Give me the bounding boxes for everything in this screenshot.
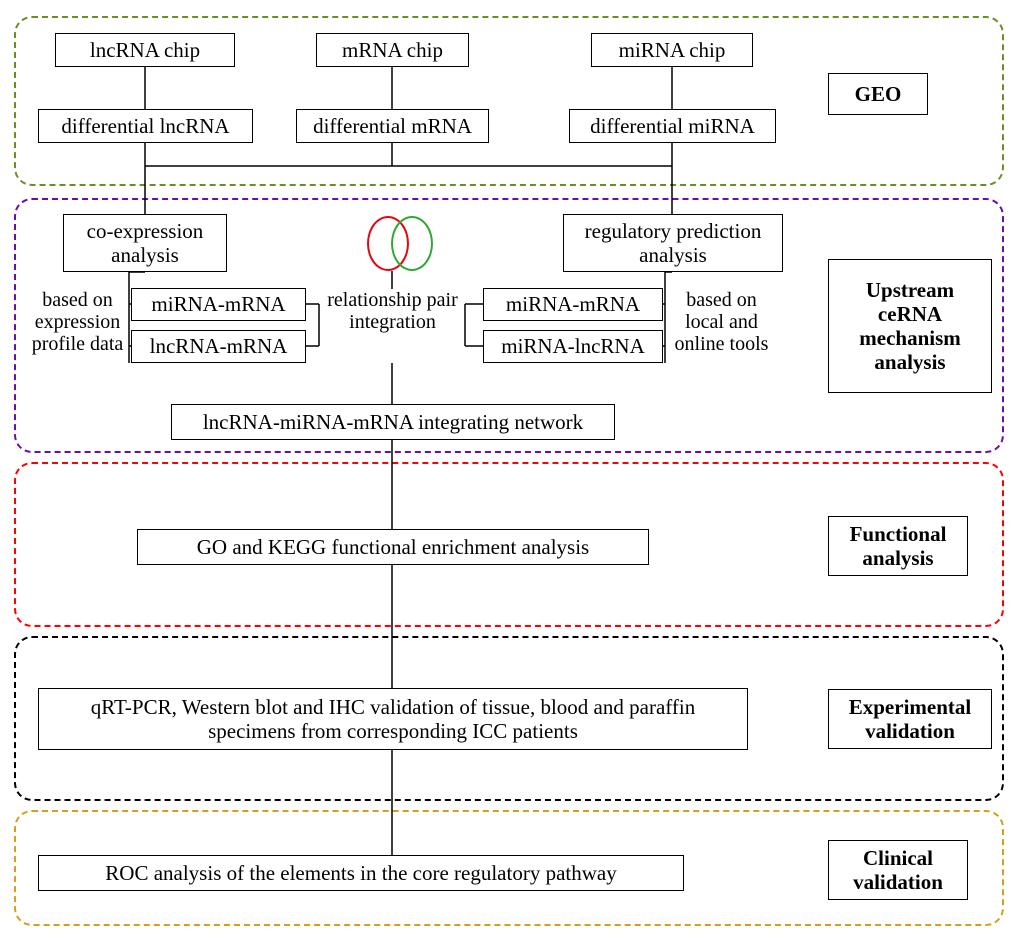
- flowchart-canvas: lncRNA chip mRNA chip miRNA chip differe…: [0, 0, 1020, 949]
- node-lncrna-chip: lncRNA chip: [55, 33, 235, 67]
- node-mirna-chip: miRNA chip: [591, 33, 753, 67]
- node-regulatory-prediction: regulatory prediction analysis: [563, 214, 783, 272]
- label-based-tools: based on local and online tools: [670, 289, 773, 355]
- venn-icon: [367, 216, 433, 271]
- node-left-mirna-mrna: miRNA-mRNA: [131, 288, 306, 321]
- node-mrna-chip: mRNA chip: [316, 33, 469, 67]
- node-diff-mirna: differential miRNA: [569, 109, 776, 143]
- node-diff-mrna: differential mRNA: [296, 109, 489, 143]
- node-roc: ROC analysis of the elements in the core…: [38, 855, 684, 891]
- section-label-experimental: Experimental validation: [828, 689, 992, 749]
- section-label-functional: Functional analysis: [828, 516, 968, 576]
- section-label-clinical: Clinical validation: [828, 840, 968, 900]
- node-integrating-network: lncRNA-miRNA-mRNA integrating network: [171, 404, 615, 440]
- label-based-expression: based on expression profile data: [26, 289, 129, 355]
- section-label-geo: GEO: [828, 73, 928, 115]
- node-diff-lncrna: differential lncRNA: [38, 109, 253, 143]
- node-qrtpcr: qRT-PCR, Western blot and IHC validation…: [38, 688, 748, 750]
- node-go-kegg: GO and KEGG functional enrichment analys…: [137, 529, 649, 565]
- node-left-lncrna-mrna: lncRNA-mRNA: [131, 330, 306, 363]
- node-coexpression: co-expression analysis: [63, 214, 227, 272]
- node-right-mirna-mrna: miRNA-mRNA: [483, 288, 663, 321]
- label-relationship-pair: relationship pair integration: [320, 289, 465, 333]
- section-label-upstream: Upstream ceRNA mechanism analysis: [828, 259, 992, 393]
- node-right-mirna-lncrna: miRNA-lncRNA: [483, 330, 663, 363]
